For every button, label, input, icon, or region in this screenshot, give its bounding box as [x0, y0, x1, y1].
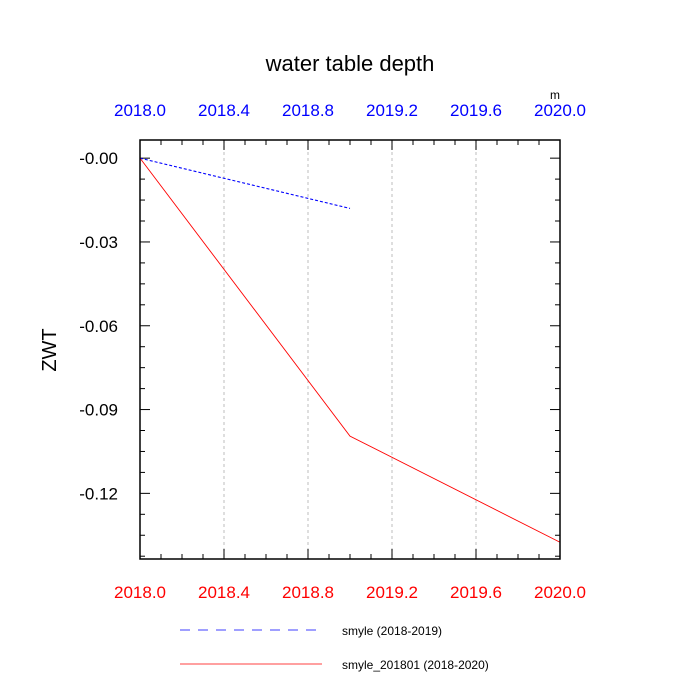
top-x-tick-label: 2019.6: [450, 101, 502, 120]
plot-frame: [139, 139, 561, 560]
axis-ticks: [139, 140, 561, 559]
y-axis-label: ZWT: [39, 328, 61, 371]
top-x-tick-labels: 2018.0 2018.4 2018.8 2019.2 2019.6 2020.0: [114, 101, 586, 120]
series-line: [139, 157, 561, 543]
top-x-tick-label: 2020.0: [534, 101, 586, 120]
bottom-x-tick-label: 2018.4: [198, 583, 250, 602]
top-x-tick-label: 2018.8: [282, 101, 334, 120]
legend-label: smyle (2018-2019): [342, 624, 442, 638]
top-x-tick-label: 2018.4: [198, 101, 250, 120]
bottom-x-tick-label: 2018.0: [114, 583, 166, 602]
bottom-x-tick-label: 2019.2: [366, 583, 418, 602]
chart-title: water table depth: [265, 51, 435, 76]
legend-label: smyle_201801 (2018-2020): [342, 658, 489, 672]
bottom-x-tick-labels: 2018.0 2018.4 2018.8 2019.2 2019.6 2020.0: [114, 583, 586, 602]
series-line: [139, 157, 351, 209]
bottom-x-tick-label: 2019.6: [450, 583, 502, 602]
y-tick-labels: -0.00 -0.03 -0.06 -0.09 -0.12: [79, 149, 118, 503]
bottom-x-tick-label: 2020.0: [534, 583, 586, 602]
units-label: m: [550, 88, 560, 102]
y-tick-label: -0.09: [79, 401, 118, 420]
legend: smyle (2018-2019) smyle_201801 (2018-2020…: [180, 624, 489, 672]
series-group: [139, 157, 561, 543]
top-x-tick-label: 2018.0: [114, 101, 166, 120]
y-tick-label: -0.00: [79, 149, 118, 168]
y-tick-label: -0.06: [79, 317, 118, 336]
top-x-tick-label: 2019.2: [366, 101, 418, 120]
bottom-x-tick-label: 2018.8: [282, 583, 334, 602]
y-tick-label: -0.03: [79, 233, 118, 252]
y-tick-label: -0.12: [79, 484, 118, 503]
grid-lines: [223, 140, 477, 559]
